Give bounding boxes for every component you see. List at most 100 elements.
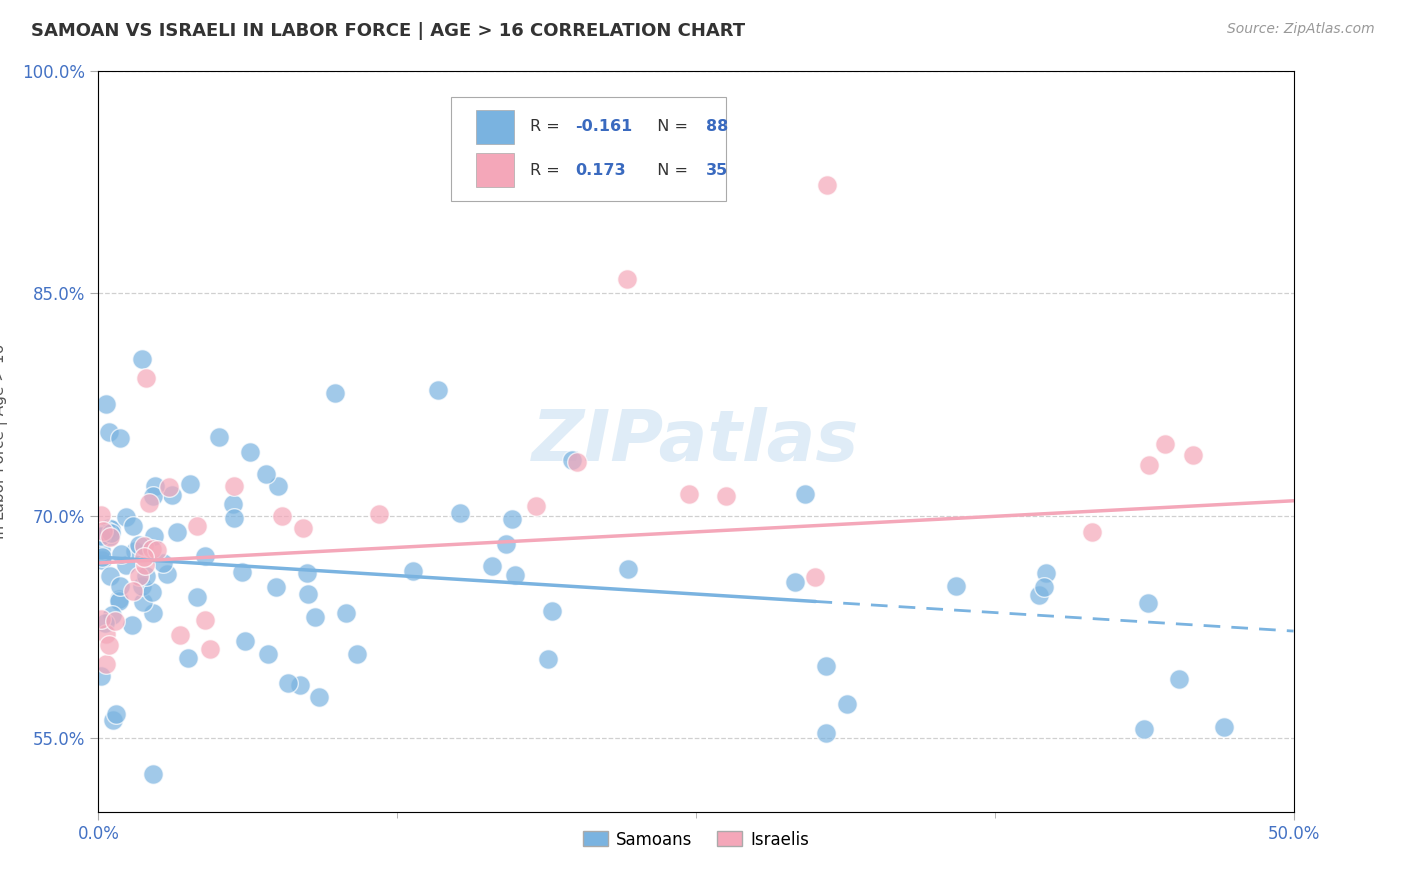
Point — [121, 618, 143, 632]
Point — [132, 595, 155, 609]
Point — [101, 713, 124, 727]
Point — [176, 650, 198, 665]
Point — [794, 487, 817, 501]
Point — [91, 549, 114, 564]
Point — [297, 587, 319, 601]
Point — [98, 529, 121, 543]
Point — [835, 697, 858, 711]
Point — [1081, 525, 1104, 540]
Point — [100, 568, 122, 582]
Point — [179, 476, 201, 491]
Point — [617, 562, 640, 576]
Point — [254, 467, 277, 482]
Text: SAMOAN VS ISRAELI IN LABOR FORCE | AGE > 16 CORRELATION CHART: SAMOAN VS ISRAELI IN LABOR FORCE | AGE >… — [31, 22, 745, 40]
Point — [114, 510, 136, 524]
Point — [1028, 588, 1050, 602]
Point — [134, 558, 156, 573]
Point — [97, 425, 120, 440]
Point — [481, 559, 503, 574]
Point — [96, 524, 118, 538]
Point — [142, 489, 165, 503]
Point — [156, 567, 179, 582]
Point — [1168, 673, 1191, 687]
Point — [1137, 596, 1160, 610]
Point — [152, 556, 174, 570]
Point — [231, 565, 253, 579]
Point — [108, 592, 131, 607]
Point — [132, 549, 155, 564]
Point — [567, 455, 589, 469]
Point — [122, 519, 145, 533]
Point — [716, 489, 738, 503]
Point — [1032, 581, 1054, 595]
Point — [815, 178, 838, 193]
Point — [503, 567, 526, 582]
Point — [1137, 458, 1160, 472]
Point — [141, 585, 163, 599]
FancyBboxPatch shape — [477, 153, 515, 187]
Point — [346, 647, 368, 661]
Point — [264, 580, 287, 594]
Legend: Samoans, Israelis: Samoans, Israelis — [576, 824, 815, 855]
Point — [142, 766, 165, 780]
Point — [537, 652, 560, 666]
Point — [97, 521, 120, 535]
Point — [541, 604, 564, 618]
Point — [141, 541, 163, 556]
Text: 88: 88 — [706, 120, 728, 135]
Point — [108, 594, 131, 608]
Point — [222, 497, 245, 511]
Point — [257, 647, 280, 661]
Point — [207, 430, 229, 444]
Point — [121, 583, 143, 598]
Point — [90, 529, 112, 543]
Point — [1181, 449, 1204, 463]
Point — [804, 570, 827, 584]
Point — [105, 707, 128, 722]
Point — [561, 453, 583, 467]
Text: R =: R = — [530, 120, 565, 135]
Point — [128, 538, 150, 552]
Point — [277, 676, 299, 690]
Point — [90, 508, 112, 523]
Point — [815, 659, 838, 673]
Point — [90, 612, 112, 626]
Point — [142, 606, 165, 620]
Point — [93, 615, 115, 630]
Point — [100, 522, 122, 536]
Point — [1035, 566, 1057, 581]
Point — [292, 521, 315, 535]
Point — [186, 591, 208, 605]
Point — [678, 487, 700, 501]
Point — [224, 510, 246, 524]
Point — [323, 386, 346, 401]
FancyBboxPatch shape — [451, 97, 725, 201]
Text: R =: R = — [530, 162, 565, 178]
Point — [166, 525, 188, 540]
Point — [186, 518, 208, 533]
Point — [426, 383, 449, 397]
Point — [1153, 437, 1175, 451]
Point — [783, 574, 806, 589]
Point — [1212, 721, 1234, 735]
Point — [143, 529, 166, 543]
Point — [100, 526, 122, 541]
Point — [295, 566, 318, 580]
Point — [367, 507, 389, 521]
Y-axis label: In Labor Force | Age > 16: In Labor Force | Age > 16 — [0, 344, 8, 539]
Point — [128, 568, 150, 582]
Point — [108, 579, 131, 593]
Point — [91, 524, 114, 539]
Point — [308, 690, 330, 704]
Point — [104, 614, 127, 628]
Point — [157, 480, 180, 494]
Point — [169, 628, 191, 642]
Point — [814, 726, 837, 740]
Point — [160, 488, 183, 502]
Point — [96, 397, 118, 411]
Point — [132, 539, 155, 553]
Point — [616, 272, 638, 286]
Point — [108, 431, 131, 445]
Point — [224, 478, 246, 492]
Point — [91, 553, 114, 567]
